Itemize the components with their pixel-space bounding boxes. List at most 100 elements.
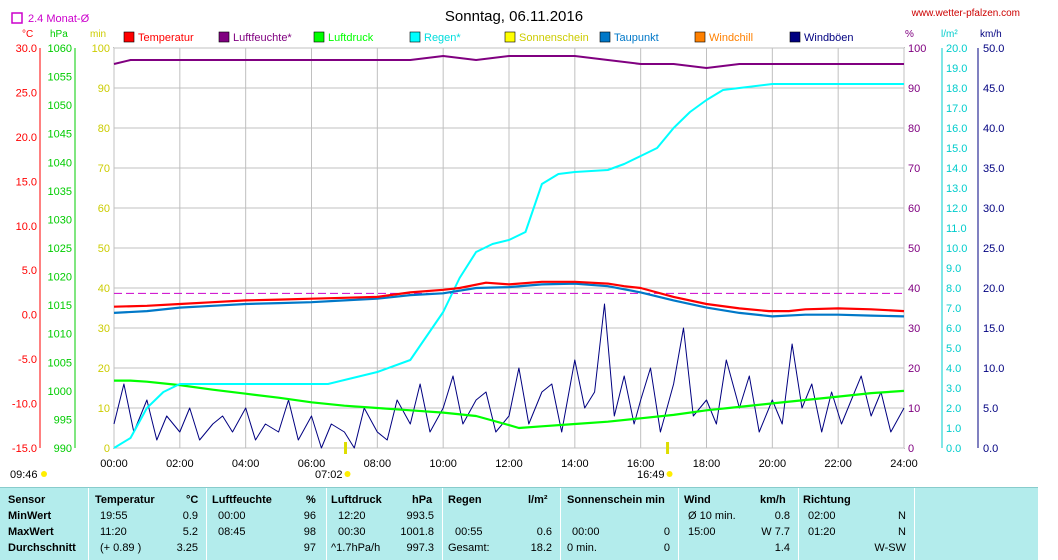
series-line-rain xyxy=(113,83,904,449)
min-temp-time: 19:55 xyxy=(100,510,128,522)
min-tick-label: 20 xyxy=(98,363,110,375)
temp-tick-label: 20.0 xyxy=(16,132,37,144)
series-line-temperature xyxy=(113,280,905,313)
legend-label-temperature: Temperatur xyxy=(138,32,194,44)
temp-tick-label: -15.0 xyxy=(12,443,37,455)
hpa-tick-label: 1000 xyxy=(48,386,72,398)
kmh-tick-label: 50.0 xyxy=(983,43,1004,55)
unit-hpa: hPa xyxy=(50,29,68,40)
legend-swatch-sunshine xyxy=(504,31,516,43)
legend-swatch-rain xyxy=(409,31,421,43)
sunset-sun-icon xyxy=(666,471,673,477)
rain-tick-label: 16.0 xyxy=(946,123,967,135)
series-line-humidity xyxy=(113,55,904,69)
rain-tick-label: 1.0 xyxy=(946,423,961,435)
legend-swatch-windchill xyxy=(694,31,706,43)
weather-chart: Sonntag, 06.11.2016 www.wetter-pfalzen.c… xyxy=(10,8,1020,481)
pct-tick-label: 20 xyxy=(908,363,920,375)
legend-label-dewpoint: Taupunkt xyxy=(614,32,659,44)
rain-tick-label: 13.0 xyxy=(946,183,967,195)
temp-tick-label: 30.0 xyxy=(16,43,37,55)
legend-swatch-dewpoint xyxy=(599,31,611,43)
min-wind-value: 0.8 xyxy=(774,510,790,522)
max-temp-time: 11:20 xyxy=(100,526,127,538)
total-sunshine-label: 0 min. xyxy=(567,542,597,554)
header-rain: Regen xyxy=(448,494,482,506)
kmh-tick-label: 10.0 xyxy=(983,363,1004,375)
min-humidity-value: 96 xyxy=(303,510,316,522)
x-tick-label: 00:00 xyxy=(100,458,128,470)
min-tick-label: 70 xyxy=(98,163,110,175)
max-sunshine-time: 00:00 xyxy=(572,526,600,538)
hpa-tick-label: 1035 xyxy=(48,186,72,198)
hpa-tick-label: 1040 xyxy=(48,157,72,169)
kmh-tick-label: 15.0 xyxy=(983,323,1004,335)
pct-tick-label: 90 xyxy=(908,83,920,95)
min-pressure-time: 12:20 xyxy=(338,510,366,522)
header-sensor: Sensor xyxy=(8,494,46,506)
hpa-tick-label: 1005 xyxy=(48,357,72,369)
min-temp-value: 0.9 xyxy=(182,510,198,522)
avg-temp-delta: (+ 0.89 ) xyxy=(100,542,142,554)
max-humidity-value: 98 xyxy=(303,526,316,538)
max-pressure-time: 00:30 xyxy=(338,526,366,538)
avg-wind-value: 1.4 xyxy=(774,542,790,554)
x-tick-label: 10:00 xyxy=(429,458,457,470)
daylength-label: 09:46 xyxy=(10,469,38,481)
chart-title: Sonntag, 06.11.2016 xyxy=(445,8,583,25)
rain-tick-label: 17.0 xyxy=(946,103,967,115)
max-pressure-value: 1001.8 xyxy=(400,526,434,538)
row-label-max: MaxWert xyxy=(8,526,54,538)
series-group xyxy=(113,55,905,449)
unit-rain: l/m² xyxy=(941,29,958,40)
x-tick-label: 06:00 xyxy=(298,458,326,470)
kmh-tick-label: 35.0 xyxy=(983,163,1004,175)
header-rain-unit: l/m² xyxy=(528,494,548,506)
kmh-tick-label: 45.0 xyxy=(983,83,1004,95)
max-rain-value: 0.6 xyxy=(536,526,552,538)
kmh-tick-label: 40.0 xyxy=(983,123,1004,135)
sunrise-sun-icon xyxy=(344,471,351,477)
rain-tick-label: 19.0 xyxy=(946,63,967,75)
daylength-sun-icon xyxy=(41,471,47,477)
legend-label-rain: Regen* xyxy=(424,32,461,44)
min-humidity-time: 00:00 xyxy=(218,510,246,522)
rain-tick-label: 2.0 xyxy=(946,403,961,415)
unit-min: min xyxy=(90,29,106,40)
pct-tick-label: 30 xyxy=(908,323,920,335)
max-humidity-time: 08:45 xyxy=(218,526,246,538)
website-link[interactable]: www.wetter-pfalzen.com xyxy=(911,8,1020,19)
statistics-table: Sensor Temperatur °C Luftfeuchte % Luftd… xyxy=(0,487,1038,560)
sun-markers: 07:02 16:49 09:46 xyxy=(10,442,673,481)
sunrise-time: 07:02 xyxy=(315,469,343,481)
legend-swatch-gusts xyxy=(789,31,801,43)
rain-tick-label: 15.0 xyxy=(946,143,967,155)
pct-tick-label: 10 xyxy=(908,403,920,415)
temp-tick-label: 15.0 xyxy=(16,176,37,188)
hpa-tick-label: 990 xyxy=(54,443,72,455)
x-tick-label: 02:00 xyxy=(166,458,194,470)
temp-tick-label: -5.0 xyxy=(18,354,37,366)
header-humidity-unit: % xyxy=(306,494,316,506)
x-tick-label: 16:00 xyxy=(627,458,655,470)
header-pressure: Luftdruck xyxy=(331,494,382,506)
row-label-average: Durchschnitt xyxy=(8,542,76,554)
avg-humidity-value: 97 xyxy=(303,542,316,554)
rain-tick-label: 7.0 xyxy=(946,303,961,315)
kmh-tick-label: 5.0 xyxy=(983,403,998,415)
legend-label-gusts: Windböen xyxy=(804,32,854,44)
hpa-tick-label: 1030 xyxy=(48,214,72,226)
rain-tick-label: 10.0 xyxy=(946,243,967,255)
min-tick-label: 50 xyxy=(98,243,110,255)
hpa-tick-label: 1015 xyxy=(48,300,72,312)
avg-pressure-value: 997.3 xyxy=(406,542,434,554)
rain-tick-label: 5.0 xyxy=(946,343,961,355)
pct-tick-label: 80 xyxy=(908,123,920,135)
rain-tick-label: 14.0 xyxy=(946,163,967,175)
x-tick-label: 12:00 xyxy=(495,458,523,470)
hpa-tick-label: 1045 xyxy=(48,129,72,141)
rain-tick-label: 18.0 xyxy=(946,83,967,95)
rain-tick-label: 20.0 xyxy=(946,43,967,55)
avg-direction-value: W-SW xyxy=(874,542,906,554)
legend-label-windchill: Windchill xyxy=(709,32,753,44)
